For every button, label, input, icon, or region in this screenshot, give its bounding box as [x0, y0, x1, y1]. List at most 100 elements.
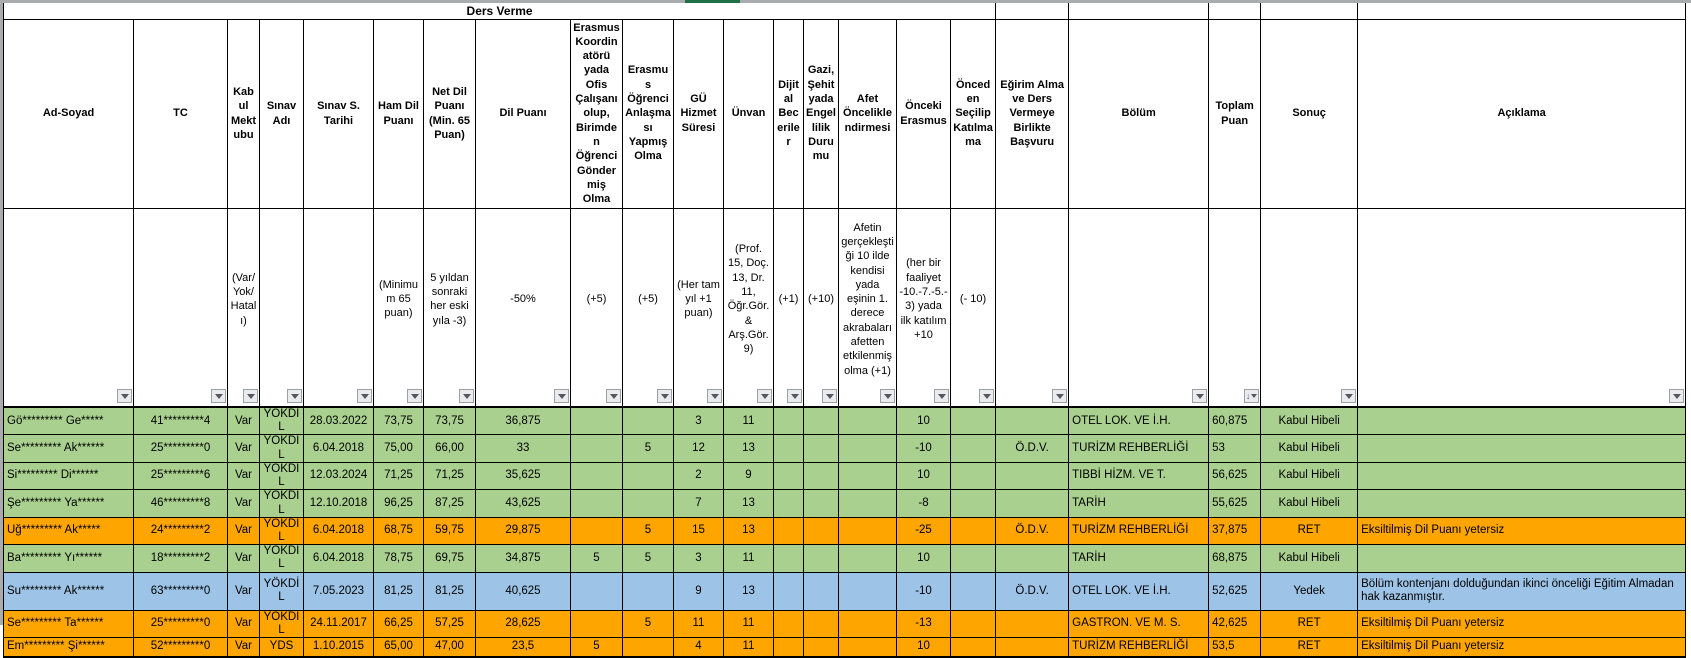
cell-dil-puani: 43,625 [475, 489, 571, 518]
filter-dropdown-sinav-tarihi[interactable] [357, 389, 372, 403]
column-note-text [262, 299, 301, 315]
column-note-text [1360, 299, 1683, 315]
filter-dropdown-ad-soyad[interactable] [117, 389, 132, 403]
filter-dropdown-egirim-alma-birlikte-basvuru[interactable] [1052, 389, 1068, 403]
cell-erasmus-ogrenci-anlasmasi [622, 461, 674, 491]
chevron-down-icon [1672, 393, 1681, 399]
column-header-gazi-sehit-engellilik: Gazi, Şehit yada Engellilik Durumu [803, 18, 839, 209]
filter-dropdown-gu-hizmet-suresi[interactable] [707, 389, 722, 403]
cell-afet-onceliklendirmesi [838, 406, 897, 436]
chevron-down-icon [1055, 393, 1064, 399]
cell-onceden-secilip-katilmama [949, 609, 997, 639]
cell-aciklama [1357, 434, 1687, 463]
filter-dropdown-kabul-mektubu[interactable] [243, 389, 258, 403]
column-note-text: (her bir faaliyet -10.-7.-5.-3) yada ilk… [899, 257, 948, 341]
filter-dropdown-net-dil-puani[interactable] [459, 389, 474, 403]
cell-erasmus-ogrenci-anlasmasi [622, 571, 674, 611]
cell-toplam-puan: 68,875 [1208, 544, 1262, 573]
sort-descending-icon: ↓ [1245, 390, 1251, 401]
filter-dropdown-afet-onceliklendirmesi[interactable] [880, 389, 895, 403]
table-row: Si********* Di****** 25*********6 Var YÖKDİ… [3, 461, 1687, 491]
chevron-down-icon [120, 393, 129, 399]
cell-ham-dil-puani: 81,25 [373, 571, 424, 611]
title-row-empty-cell [1260, 3, 1359, 20]
cell-bolum: TARİH [1068, 544, 1210, 573]
filter-dropdown-sonuc[interactable] [1341, 389, 1357, 403]
column-header-bolum: Bölüm [1068, 18, 1210, 209]
cell-erasmus-ogrenci-anlasmasi: 5 [622, 609, 674, 639]
column-header-onceki-erasmus: Önceki Erasmus [896, 18, 951, 209]
cell-tc: 46*********8 [133, 489, 228, 518]
cell-dijital-beceriler [773, 544, 804, 573]
chevron-down-icon [214, 393, 223, 399]
table-row: Gö********* Ge***** 41*********4 Var YÖKDİL… [3, 406, 1687, 436]
chevron-down-icon [760, 393, 769, 399]
column-note-dil-puani: -50% [475, 207, 571, 408]
cell-gazi-sehit-engellilik [803, 516, 839, 546]
cell-aciklama [1357, 489, 1687, 518]
column-note-text [136, 299, 225, 315]
cell-ad-soyad: Şe********* Ya****** [3, 489, 134, 518]
cell-aciklama [1357, 406, 1687, 436]
filter-dropdown-toplam-puan-sorted[interactable]: ↓ [1244, 389, 1260, 403]
chevron-down-icon [937, 393, 946, 399]
cell-kabul-mektubu: Var [227, 544, 260, 573]
cell-erasmus-ogrenci-anlasmasi [622, 637, 674, 658]
column-header-kabul-mektubu: Kabul Mektubu [227, 18, 260, 209]
filter-dropdown-dijital-beceriler[interactable] [787, 389, 802, 403]
cell-egirim-alma-birlikte-basvuru [995, 637, 1070, 658]
column-header-dijital-beceriler: Dijital Beceriler [773, 18, 804, 209]
cell-ad-soyad: Ba********* Yı****** [3, 544, 134, 573]
cell-dijital-beceriler [773, 461, 804, 491]
cell-gu-hizmet-suresi: 7 [673, 489, 724, 518]
cell-toplam-puan: 52,625 [1208, 571, 1262, 611]
chevron-down-icon [609, 393, 618, 399]
cell-sonuc: Yedek [1260, 571, 1359, 611]
cell-sinav-adi: YÖKDİL [259, 609, 304, 639]
table-row: Şe********* Ya****** 46*********8 Var YÖKDİ… [3, 489, 1687, 518]
cell-tc: 25*********6 [133, 461, 228, 491]
filter-dropdown-erasmus-koordinatoru[interactable] [606, 389, 621, 403]
column-note-sinav-tarihi [303, 207, 374, 408]
cell-unvan: 11 [723, 609, 774, 639]
cell-tc: 18*********2 [133, 544, 228, 573]
cell-tc: 63*********0 [133, 571, 228, 611]
cell-ham-dil-puani: 68,75 [373, 516, 424, 546]
cell-egirim-alma-birlikte-basvuru: Ö.D.V. [995, 434, 1070, 463]
column-note-text [306, 299, 371, 315]
cell-sonuc: RET [1260, 637, 1359, 658]
cell-bolum: TARİH [1068, 489, 1210, 518]
cell-aciklama: Eksiltilmiş Dil Puanı yetersiz [1357, 609, 1687, 639]
filter-dropdown-dil-puani[interactable] [554, 389, 569, 403]
cell-dijital-beceriler [773, 609, 804, 639]
cell-onceden-secilip-katilmama [949, 461, 997, 491]
cell-afet-onceliklendirmesi [838, 489, 897, 518]
filter-dropdown-aciklama[interactable] [1669, 389, 1685, 403]
filter-dropdown-erasmus-ogrenci-anlasmasi[interactable] [657, 389, 672, 403]
filter-dropdown-sinav-adi[interactable] [287, 389, 302, 403]
cell-unvan: 13 [723, 489, 774, 518]
cell-net-dil-puani: 69,75 [423, 544, 476, 573]
filter-dropdown-onceden-secilip-katilmama[interactable] [979, 389, 995, 403]
cell-erasmus-koordinatoru [570, 434, 623, 463]
chevron-down-icon [410, 393, 419, 399]
cell-egirim-alma-birlikte-basvuru [995, 461, 1070, 491]
cell-egirim-alma-birlikte-basvuru [995, 544, 1070, 573]
column-note-text: (+5) [586, 293, 607, 306]
cell-tc: 52*********0 [133, 637, 228, 658]
chevron-down-icon [557, 393, 566, 399]
cell-ham-dil-puani: 75,00 [373, 434, 424, 463]
cell-net-dil-puani: 87,25 [423, 489, 476, 518]
filter-dropdown-tc[interactable] [211, 389, 226, 403]
filter-dropdown-gazi-sehit-engellilik[interactable] [822, 389, 837, 403]
cell-gazi-sehit-engellilik [803, 406, 839, 436]
filter-dropdown-bolum[interactable] [1192, 389, 1208, 403]
column-note-sonuc [1260, 207, 1359, 408]
column-note-text: (Her tam yıl +1 puan) [677, 278, 720, 320]
cell-erasmus-koordinatoru: 5 [570, 637, 623, 658]
filter-dropdown-unvan[interactable] [757, 389, 772, 403]
cell-ad-soyad: Em********* Şi****** [3, 637, 134, 658]
filter-dropdown-onceki-erasmus[interactable] [934, 389, 949, 403]
cell-kabul-mektubu: Var [227, 489, 260, 518]
filter-dropdown-ham-dil-puani[interactable] [407, 389, 422, 403]
